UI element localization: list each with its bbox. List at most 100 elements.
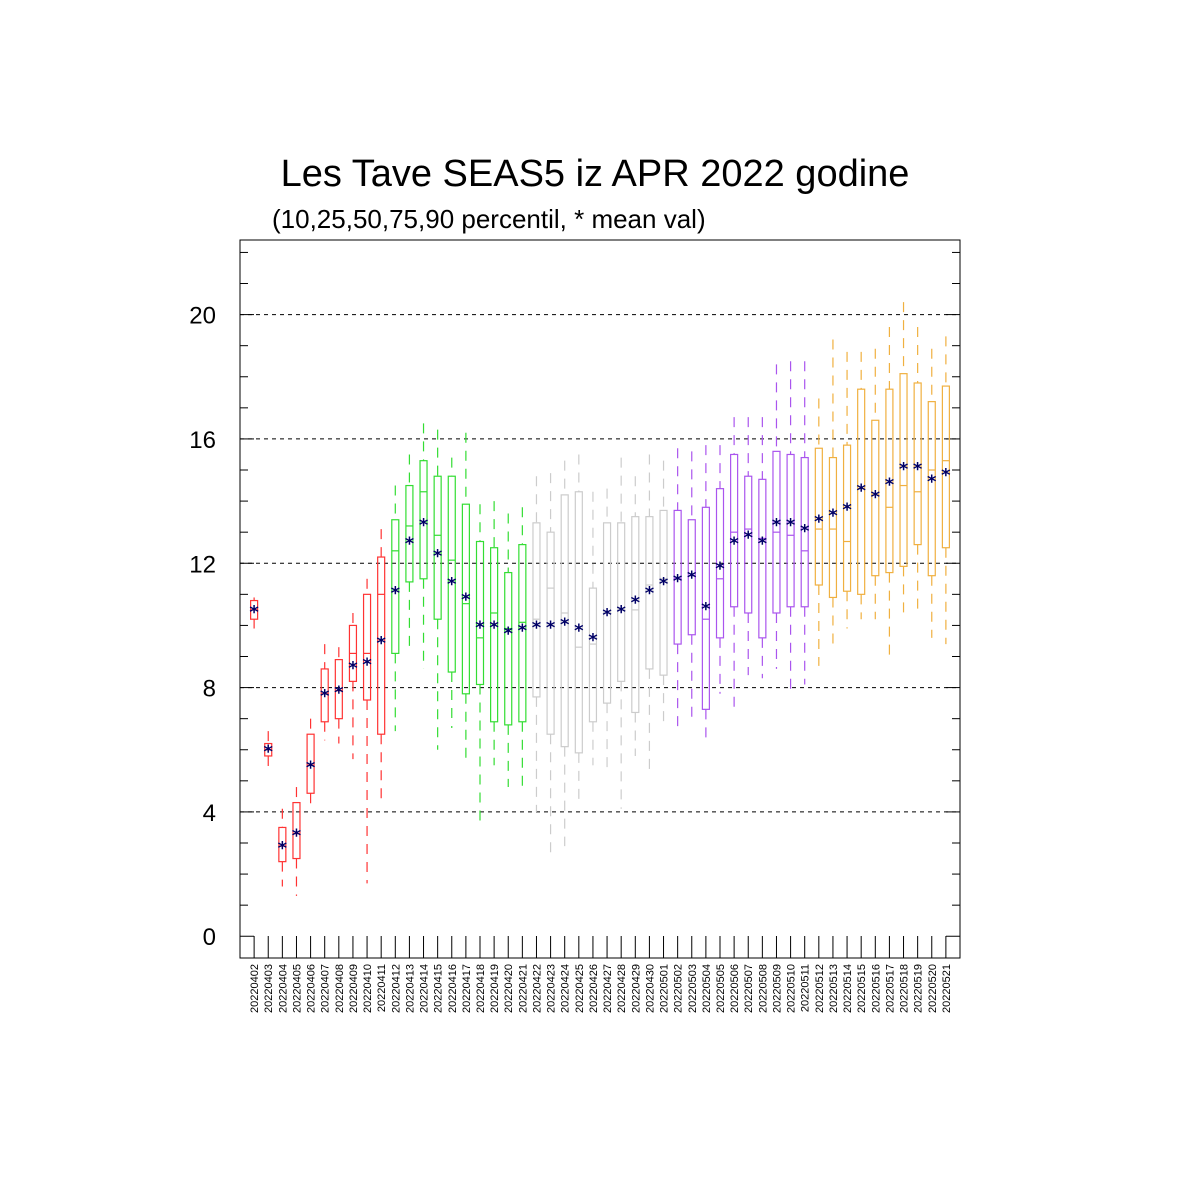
iqr-box bbox=[828, 456, 838, 599]
mean-marker: * bbox=[546, 617, 556, 638]
x-tick-label: 20220406 bbox=[306, 964, 318, 1013]
x-tick-label: 20220417 bbox=[461, 964, 473, 1013]
mean-marker: * bbox=[292, 826, 302, 847]
iqr-box bbox=[857, 388, 866, 595]
x-tick-label: 20220515 bbox=[856, 964, 868, 1013]
mean-marker: * bbox=[461, 589, 471, 610]
box-20220423: * bbox=[546, 473, 556, 853]
x-tick-label: 20220410 bbox=[362, 964, 374, 1013]
mean-marker: * bbox=[602, 605, 612, 626]
mean-marker: * bbox=[489, 617, 499, 638]
box-20220425: * bbox=[574, 454, 584, 806]
x-axis: 20220402 20220403 20220404 20220405 20220406… bbox=[249, 936, 953, 1013]
mean-marker: * bbox=[447, 574, 457, 595]
x-tick-label: 20220501 bbox=[659, 964, 671, 1013]
box-20220410: * bbox=[362, 578, 372, 884]
x-tick-label: 20220426 bbox=[588, 964, 600, 1013]
iqr-box bbox=[786, 453, 795, 608]
iqr-box bbox=[744, 475, 753, 614]
x-tick-label: 20220518 bbox=[899, 964, 911, 1013]
x-tick-label: 20220519 bbox=[913, 964, 925, 1013]
iqr-box bbox=[532, 522, 541, 698]
x-tick-label: 20220504 bbox=[701, 964, 713, 1013]
x-tick-label: 20220404 bbox=[277, 964, 289, 1013]
mean-marker: * bbox=[306, 757, 316, 778]
iqr-box bbox=[461, 503, 470, 695]
mean-marker: * bbox=[560, 614, 570, 635]
box-20220422: * bbox=[532, 476, 542, 812]
iqr-box bbox=[927, 401, 936, 577]
x-tick-label: 20220418 bbox=[475, 964, 487, 1013]
box-20220430: * bbox=[645, 454, 655, 772]
x-tick-label: 20220420 bbox=[503, 964, 515, 1013]
iqr-box bbox=[871, 419, 880, 577]
iqr-box bbox=[617, 522, 626, 682]
box-20220509: * bbox=[772, 364, 782, 669]
mean-marker: * bbox=[772, 515, 782, 536]
x-tick-label: 20220403 bbox=[263, 964, 275, 1013]
box-20220412: * bbox=[391, 485, 401, 732]
box-20220403: * bbox=[264, 731, 274, 772]
mean-marker: * bbox=[532, 617, 542, 638]
box-20220419: * bbox=[489, 501, 499, 766]
x-tick-label: 20220422 bbox=[531, 964, 543, 1013]
y-axis: 0 4 8 12 16 20 bbox=[189, 251, 960, 951]
box-20220501: * bbox=[659, 460, 669, 722]
iqr-box bbox=[687, 519, 696, 636]
iqr-box bbox=[518, 544, 527, 723]
mean-marker: * bbox=[701, 599, 711, 620]
mean-marker: * bbox=[744, 527, 754, 548]
mean-marker: * bbox=[786, 515, 796, 536]
mean-marker: * bbox=[376, 633, 386, 654]
iqr-box bbox=[899, 373, 908, 567]
box-20220513: * bbox=[828, 339, 838, 645]
box-20220413: * bbox=[405, 454, 415, 654]
box-20220424: * bbox=[560, 460, 570, 847]
mean-marker: * bbox=[758, 533, 768, 554]
mean-marker: * bbox=[885, 474, 895, 495]
x-tick-label: 20220402 bbox=[249, 964, 261, 1013]
x-tick-label: 20220510 bbox=[786, 964, 798, 1013]
iqr-box bbox=[758, 478, 767, 639]
x-tick-label: 20220424 bbox=[560, 964, 572, 1013]
x-tick-label: 20220503 bbox=[687, 964, 699, 1013]
iqr-box bbox=[475, 540, 485, 686]
mean-marker: * bbox=[405, 533, 415, 554]
mean-marker: * bbox=[588, 630, 598, 651]
box-20220408: * bbox=[334, 647, 344, 744]
box-20220504: * bbox=[701, 445, 711, 744]
mean-marker: * bbox=[419, 515, 429, 536]
mean-marker: * bbox=[871, 487, 881, 508]
mean-marker: * bbox=[518, 621, 528, 642]
chart-title: Les Tave SEAS5 iz APR 2022 godine bbox=[281, 153, 910, 195]
y-tick-label: 12 bbox=[189, 551, 216, 578]
iqr-box bbox=[334, 659, 343, 720]
x-tick-label: 20220425 bbox=[574, 964, 586, 1013]
mean-marker: * bbox=[362, 655, 372, 676]
box-20220521: * bbox=[941, 336, 951, 645]
iqr-box bbox=[588, 587, 598, 723]
iqr-box bbox=[659, 509, 668, 676]
box-20220505: * bbox=[715, 445, 725, 694]
mean-marker: * bbox=[475, 617, 485, 638]
x-tick-label: 20220429 bbox=[630, 964, 642, 1013]
x-tick-label: 20220508 bbox=[757, 964, 769, 1013]
x-tick-label: 20220411 bbox=[376, 964, 388, 1012]
plot-frame bbox=[239, 239, 961, 959]
x-tick-label: 20220512 bbox=[814, 964, 826, 1013]
mean-marker: * bbox=[814, 512, 824, 533]
iqr-box bbox=[730, 453, 739, 608]
box-20220418: * bbox=[475, 504, 485, 822]
box-20220520: * bbox=[927, 348, 937, 638]
iqr-box bbox=[433, 475, 442, 620]
mean-marker: * bbox=[320, 686, 330, 707]
boxes: ****** ** ********* * * * * * * * ** * * * * * **** * ** * *… bbox=[249, 302, 951, 896]
iqr-box bbox=[504, 571, 513, 726]
iqr-box bbox=[645, 516, 654, 670]
iqr-box bbox=[842, 444, 852, 592]
iqr-box bbox=[560, 494, 569, 748]
iqr-box bbox=[800, 456, 809, 608]
box-20220427: * bbox=[602, 488, 612, 772]
x-tick-label: 20220517 bbox=[884, 964, 896, 1013]
box-20220411: * bbox=[376, 529, 386, 803]
